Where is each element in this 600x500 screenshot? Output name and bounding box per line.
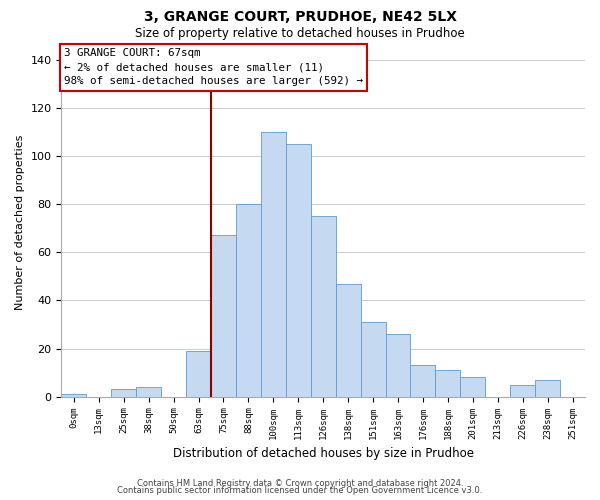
- Bar: [460, 378, 485, 396]
- Bar: [286, 144, 311, 397]
- Text: Contains HM Land Registry data © Crown copyright and database right 2024.: Contains HM Land Registry data © Crown c…: [137, 478, 463, 488]
- Bar: [61, 394, 86, 396]
- Text: Size of property relative to detached houses in Prudhoe: Size of property relative to detached ho…: [135, 28, 465, 40]
- Text: 3, GRANGE COURT, PRUDHOE, NE42 5LX: 3, GRANGE COURT, PRUDHOE, NE42 5LX: [143, 10, 457, 24]
- Bar: [410, 366, 436, 396]
- Bar: [436, 370, 460, 396]
- Bar: [535, 380, 560, 396]
- Bar: [261, 132, 286, 396]
- Bar: [186, 351, 211, 397]
- Y-axis label: Number of detached properties: Number of detached properties: [15, 134, 25, 310]
- Bar: [136, 387, 161, 396]
- Text: 3 GRANGE COURT: 67sqm
← 2% of detached houses are smaller (11)
98% of semi-detac: 3 GRANGE COURT: 67sqm ← 2% of detached h…: [64, 48, 363, 86]
- Bar: [311, 216, 335, 396]
- Bar: [361, 322, 386, 396]
- Bar: [211, 236, 236, 396]
- Bar: [510, 384, 535, 396]
- Bar: [111, 390, 136, 396]
- Bar: [236, 204, 261, 396]
- Bar: [386, 334, 410, 396]
- X-axis label: Distribution of detached houses by size in Prudhoe: Distribution of detached houses by size …: [173, 447, 474, 460]
- Text: Contains public sector information licensed under the Open Government Licence v3: Contains public sector information licen…: [118, 486, 482, 495]
- Bar: [335, 284, 361, 397]
